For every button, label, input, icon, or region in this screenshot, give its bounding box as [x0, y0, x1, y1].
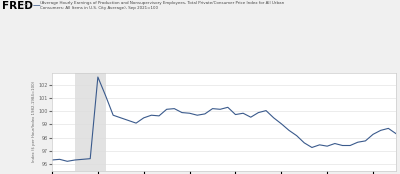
Bar [75, 73, 106, 171]
Text: —: — [33, 1, 40, 10]
Text: FRED: FRED [2, 1, 33, 11]
Y-axis label: Index ($ per Hour/Index 1982-1984=100): Index ($ per Hour/Index 1982-1984=100) [32, 81, 36, 162]
Text: ~: ~ [22, 2, 28, 8]
Text: (Average Hourly Earnings of Production and Nonsupervisory Employees, Total Priva: (Average Hourly Earnings of Production a… [40, 1, 284, 10]
